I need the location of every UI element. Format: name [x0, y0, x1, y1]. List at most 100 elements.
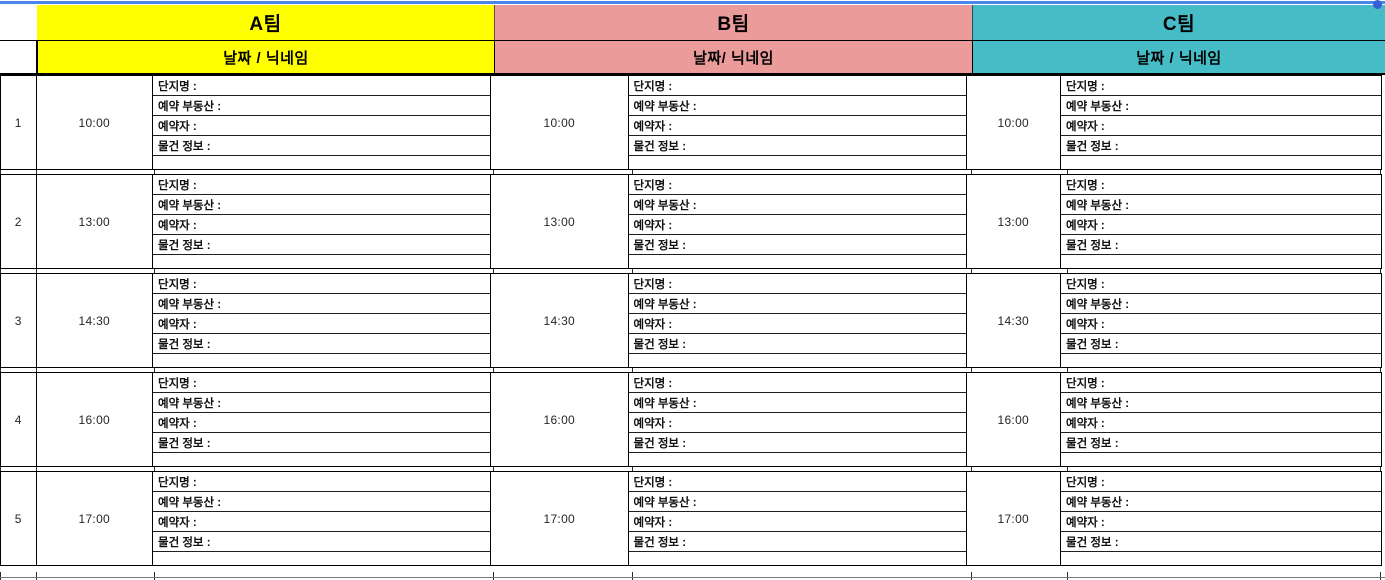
field-label-row[interactable]: 예약자 :	[628, 215, 966, 235]
field-label-row[interactable]: 예약자 :	[153, 512, 490, 532]
empty-row[interactable]	[1061, 156, 1381, 169]
field-label-row[interactable]: 단지명 :	[1061, 472, 1381, 492]
field-label-row[interactable]: 단지명 :	[153, 175, 490, 195]
field-label-row[interactable]: 예약자 :	[1061, 413, 1381, 433]
field-label-row[interactable]: 예약 부동산 :	[1061, 195, 1381, 215]
field-label-row[interactable]: 물건 정보 :	[153, 532, 490, 552]
team-subheader-1[interactable]: 날짜/ 닉네임	[494, 41, 972, 73]
field-label-row[interactable]: 예약 부동산 :	[1061, 96, 1381, 116]
field-label-row[interactable]: 물건 정보 :	[628, 136, 966, 156]
team-header-2[interactable]: C팀	[972, 5, 1385, 40]
empty-row[interactable]	[1061, 255, 1381, 268]
empty-row[interactable]	[629, 354, 966, 367]
field-label-row[interactable]: 물건 정보 :	[1061, 433, 1381, 453]
field-label-row[interactable]: 예약 부동산 :	[153, 393, 490, 413]
field-label-row[interactable]: 예약 부동산 :	[628, 393, 966, 413]
field-label-row[interactable]: 물건 정보 :	[1061, 334, 1381, 354]
field-label-row[interactable]: 예약 부동산 :	[1061, 492, 1381, 512]
empty-row[interactable]	[1061, 552, 1381, 565]
team-header-1[interactable]: B팀	[494, 5, 972, 40]
time-cell-team-1[interactable]: 13:00	[491, 175, 629, 268]
team-subheader-2[interactable]: 날짜 / 닉네임	[972, 41, 1385, 73]
field-label-row[interactable]: 예약자 :	[153, 215, 490, 235]
field-label-row[interactable]: 단지명 :	[628, 76, 966, 96]
time-cell-team-0[interactable]: 13:00	[37, 175, 153, 268]
time-cell-team-2[interactable]: 17:00	[967, 472, 1061, 565]
time-cell-team-2[interactable]: 16:00	[967, 373, 1061, 466]
selection-handle[interactable]	[1373, 0, 1382, 9]
empty-row[interactable]	[1061, 354, 1381, 367]
time-cell-team-0[interactable]: 17:00	[37, 472, 153, 565]
empty-row[interactable]	[629, 255, 966, 268]
corner-cell[interactable]	[0, 5, 37, 40]
field-label-row[interactable]: 예약자 :	[153, 413, 490, 433]
field-label-row[interactable]: 단지명 :	[628, 175, 966, 195]
time-cell-team-0[interactable]: 10:00	[37, 76, 153, 169]
field-label-row[interactable]: 단지명 :	[1061, 373, 1381, 393]
field-label-row[interactable]: 물건 정보 :	[628, 235, 966, 255]
time-cell-team-1[interactable]: 16:00	[491, 373, 629, 466]
empty-row[interactable]	[153, 156, 490, 169]
time-cell-team-1[interactable]: 17:00	[491, 472, 629, 565]
field-label-row[interactable]: 단지명 :	[153, 76, 490, 96]
field-label-row[interactable]: 예약자 :	[628, 314, 966, 334]
field-label-row[interactable]: 예약자 :	[1061, 215, 1381, 235]
field-label-row[interactable]: 단지명 :	[1061, 274, 1381, 294]
time-cell-team-0[interactable]: 14:30	[37, 274, 153, 367]
field-label-row[interactable]: 예약자 :	[628, 116, 966, 136]
empty-row[interactable]	[629, 453, 966, 466]
field-label-row[interactable]: 예약 부동산 :	[628, 294, 966, 314]
field-label-row[interactable]: 물건 정보 :	[153, 433, 490, 453]
field-label-row[interactable]: 예약 부동산 :	[1061, 294, 1381, 314]
empty-row[interactable]	[153, 453, 490, 466]
field-label-row[interactable]: 단지명 :	[628, 373, 966, 393]
field-label-row[interactable]: 물건 정보 :	[153, 235, 490, 255]
field-label-row[interactable]: 물건 정보 :	[628, 334, 966, 354]
field-label-row[interactable]: 물건 정보 :	[153, 136, 490, 156]
field-label-row[interactable]: 예약 부동산 :	[153, 195, 490, 215]
field-label-row[interactable]: 예약 부동산 :	[1061, 393, 1381, 413]
row-number-cell[interactable]: 1	[1, 76, 37, 169]
field-label-row[interactable]: 예약 부동산 :	[628, 96, 966, 116]
time-cell-team-2[interactable]: 10:00	[967, 76, 1061, 169]
empty-row[interactable]	[153, 255, 490, 268]
time-cell-team-2[interactable]: 14:30	[967, 274, 1061, 367]
field-label-row[interactable]: 물건 정보 :	[1061, 136, 1381, 156]
field-label-row[interactable]: 단지명 :	[153, 472, 490, 492]
field-label-row[interactable]: 단지명 :	[628, 274, 966, 294]
field-label-row[interactable]: 물건 정보 :	[1061, 235, 1381, 255]
row-number-cell[interactable]: 5	[1, 472, 37, 565]
empty-row[interactable]	[153, 552, 490, 565]
field-label-row[interactable]: 예약 부동산 :	[628, 492, 966, 512]
field-label-row[interactable]: 물건 정보 :	[628, 532, 966, 552]
team-subheader-0[interactable]: 날짜 / 닉네임	[37, 41, 494, 73]
field-label-row[interactable]: 단지명 :	[1061, 175, 1381, 195]
field-label-row[interactable]: 물건 정보 :	[1061, 532, 1381, 552]
empty-row[interactable]	[153, 354, 490, 367]
field-label-row[interactable]: 단지명 :	[628, 472, 966, 492]
field-label-row[interactable]: 예약자 :	[1061, 314, 1381, 334]
empty-row[interactable]	[1061, 453, 1381, 466]
field-label-row[interactable]: 물건 정보 :	[153, 334, 490, 354]
time-cell-team-1[interactable]: 14:30	[491, 274, 629, 367]
field-label-row[interactable]: 예약자 :	[628, 512, 966, 532]
empty-row[interactable]	[629, 156, 966, 169]
empty-row[interactable]	[629, 552, 966, 565]
time-cell-team-0[interactable]: 16:00	[37, 373, 153, 466]
field-label-row[interactable]: 예약자 :	[1061, 116, 1381, 136]
team-header-0[interactable]: A팀	[37, 5, 494, 40]
field-label-row[interactable]: 예약 부동산 :	[153, 96, 490, 116]
field-label-row[interactable]: 단지명 :	[1061, 76, 1381, 96]
row-number-cell[interactable]: 4	[1, 373, 37, 466]
row-number-cell[interactable]: 3	[1, 274, 37, 367]
field-label-row[interactable]: 예약자 :	[1061, 512, 1381, 532]
field-label-row[interactable]: 예약 부동산 :	[628, 195, 966, 215]
field-label-row[interactable]: 예약자 :	[153, 116, 490, 136]
row-number-cell[interactable]: 2	[1, 175, 37, 268]
field-label-row[interactable]: 예약 부동산 :	[153, 294, 490, 314]
field-label-row[interactable]: 단지명 :	[153, 373, 490, 393]
field-label-row[interactable]: 단지명 :	[153, 274, 490, 294]
field-label-row[interactable]: 예약자 :	[628, 413, 966, 433]
field-label-row[interactable]: 물건 정보 :	[628, 433, 966, 453]
field-label-row[interactable]: 예약자 :	[153, 314, 490, 334]
